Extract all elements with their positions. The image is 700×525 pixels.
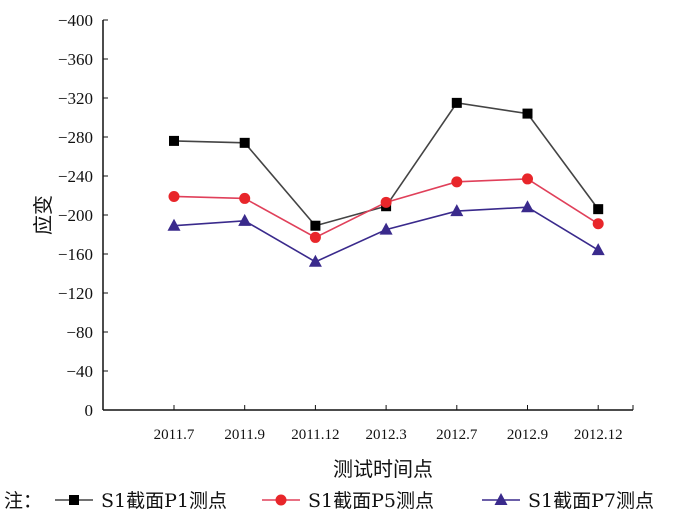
legend-marker-icon: [494, 493, 508, 505]
y-tick-label: 0: [85, 401, 94, 420]
data-point: [239, 137, 250, 148]
data-point: [451, 176, 463, 188]
legend-label: S1截面P7测点: [528, 490, 654, 512]
data-point: [522, 108, 533, 119]
data-point: [168, 190, 180, 202]
series-layer: [167, 97, 605, 267]
x-tick-label: 2012.7: [436, 427, 478, 443]
data-point: [521, 200, 534, 213]
data-point: [309, 231, 321, 243]
data-point: [238, 213, 252, 226]
data-point: [239, 192, 251, 204]
legend-marker-icon: [69, 495, 79, 505]
data-point: [308, 254, 322, 267]
y-tick-label: −280: [58, 128, 93, 147]
data-point: [591, 243, 605, 256]
data-point: [167, 218, 181, 231]
data-point: [451, 97, 462, 108]
data-point: [380, 196, 392, 208]
x-axis-title: 测试时间点: [333, 457, 433, 481]
y-tick-label: −120: [58, 284, 93, 303]
x-tick-label: 2011.12: [291, 427, 339, 443]
y-tick-label: −360: [58, 50, 93, 69]
data-point: [169, 135, 179, 146]
y-tick-label: −320: [58, 89, 93, 108]
x-tick-label: 2011.9: [224, 427, 265, 443]
legend-item: S1截面P7测点: [482, 490, 654, 512]
y-tick-label: −400: [58, 11, 93, 30]
data-point: [522, 173, 533, 185]
data-point: [379, 222, 393, 235]
series-2: [168, 173, 604, 243]
y-tick-label: −80: [66, 323, 93, 342]
series-3: [167, 200, 605, 267]
y-tick-label: −40: [66, 362, 93, 381]
y-axis-title: 应变: [31, 195, 55, 235]
y-tick-label: −240: [58, 167, 93, 186]
legend-marker-icon: [275, 494, 287, 506]
legend-item: S1截面P1测点: [55, 490, 227, 512]
x-tick-label: 2012.3: [365, 427, 406, 443]
x-tick-label: 2011.7: [154, 427, 195, 443]
data-point: [593, 204, 604, 215]
legend-prefix: 注：: [4, 490, 42, 512]
data-point: [592, 218, 604, 230]
y-tick-label: −200: [58, 206, 93, 225]
series-1: [169, 97, 604, 231]
legend: 注： S1截面P1测点 S1截面P5测点 S1截面P7测点: [4, 490, 654, 512]
data-point: [310, 220, 321, 231]
x-tick-label: 2012.9: [507, 427, 548, 443]
legend-label: S1截面P1测点: [101, 490, 227, 512]
legend-label: S1截面P5测点: [308, 490, 434, 512]
axes: 0 −40 −80 −120 −160 −200 −240 −280 −320 −360 −400 2…: [58, 11, 634, 443]
x-tick-label: 2012.12: [574, 427, 623, 443]
y-tick-label: −160: [58, 245, 93, 264]
data-point: [450, 204, 464, 217]
legend-item: S1截面P5测点: [262, 490, 434, 512]
